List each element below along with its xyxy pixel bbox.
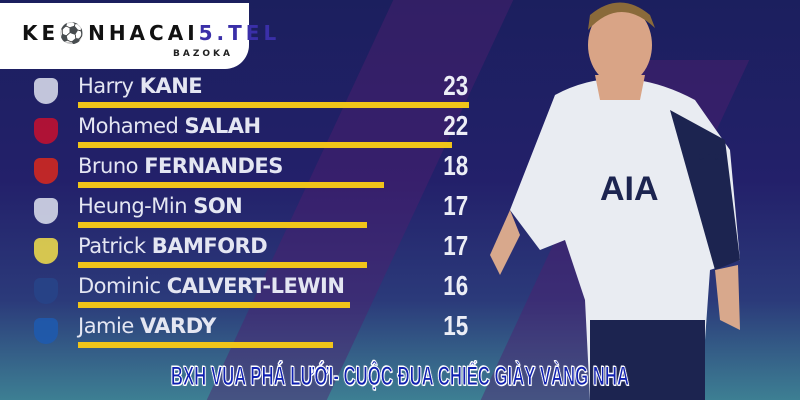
goal-bar — [78, 102, 469, 108]
leaderboard-row: Heung-Min SON 17 — [0, 190, 480, 234]
player-name: Harry KANE — [78, 74, 203, 98]
tottenham-crest-icon — [34, 78, 58, 104]
headline-banner: BXH VUA PHÁ LƯỚI- CUỘC ĐUA CHIẾC GIÀY VÀ… — [170, 361, 630, 392]
logo-subtitle: BAZOKA — [173, 49, 233, 59]
logo-text: NHACAI — [88, 21, 199, 45]
goal-count: 15 — [443, 310, 468, 341]
goal-bar — [78, 182, 384, 188]
player-name: Heung-Min SON — [78, 194, 243, 218]
sponsor-text: AIA — [600, 170, 659, 208]
everton-crest-icon — [34, 278, 58, 304]
player-photo: AIA cinch — [490, 2, 740, 400]
leaderboard-row: Harry KANE 23 — [0, 70, 480, 114]
player-name: Bruno FERNANDES — [78, 154, 283, 178]
man-utd-crest-icon — [34, 158, 58, 184]
goal-bar — [78, 302, 350, 308]
player-name: Jamie VARDY — [78, 314, 216, 338]
goal-bar — [78, 262, 367, 268]
player-name: Patrick BAMFORD — [78, 234, 268, 258]
liverpool-crest-icon — [34, 118, 58, 144]
goal-count: 23 — [443, 70, 468, 101]
goal-bar — [78, 222, 367, 228]
goal-bar — [78, 142, 452, 148]
goal-count: 18 — [443, 150, 468, 181]
leeds-crest-icon — [34, 238, 58, 264]
leaderboard-row: Patrick BAMFORD 17 — [0, 230, 480, 274]
logo-accent: 5.TEL — [198, 21, 281, 45]
leaderboard-row: Dominic CALVERT-LEWIN 16 — [0, 270, 480, 314]
goal-count: 17 — [443, 190, 468, 221]
goal-count: 22 — [443, 110, 468, 141]
player-name: Mohamed SALAH — [78, 114, 261, 138]
leaderboard-row: Jamie VARDY 15 — [0, 310, 480, 354]
tottenham-crest-icon — [34, 198, 58, 224]
leicester-crest-icon — [34, 318, 58, 344]
goal-bar — [78, 342, 333, 348]
leaderboard-row: Bruno FERNANDES 18 — [0, 150, 480, 194]
sleeve-sponsor-text: cinch — [698, 149, 726, 163]
goal-count: 17 — [443, 230, 468, 261]
site-logo[interactable]: KE⚽NHACAI5.TEL BAZOKA — [0, 3, 276, 69]
leaderboard-row: Mohamed SALAH 22 — [0, 110, 480, 154]
player-name: Dominic CALVERT-LEWIN — [78, 274, 345, 298]
ball-icon: ⚽ — [59, 21, 89, 45]
logo-text: KE — [22, 21, 60, 45]
goal-count: 16 — [443, 270, 468, 301]
